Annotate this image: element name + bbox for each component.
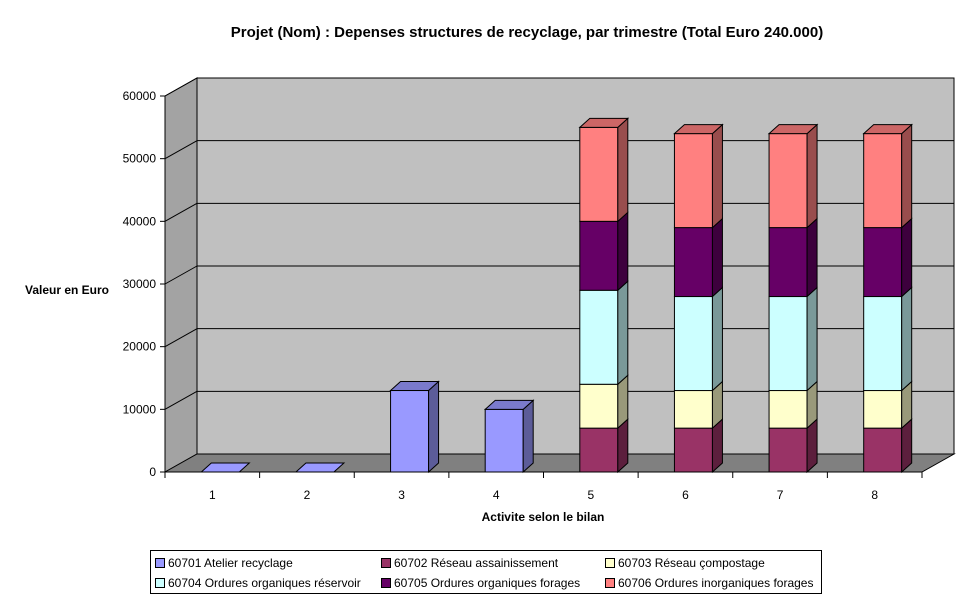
bar-segment (863, 296, 903, 392)
bar-segment (768, 390, 808, 429)
legend-label: 60703 Réseau çompostage (618, 556, 765, 570)
bar-top (483, 399, 535, 410)
bar-segment-side (806, 286, 818, 392)
bar-segment (579, 220, 619, 291)
bar-segment (863, 390, 903, 429)
y-tick-label: 50000 (123, 152, 157, 166)
x-tick-label: 1 (209, 488, 216, 502)
y-tick-label: 0 (149, 465, 156, 479)
y-tick-label: 60000 (123, 89, 157, 103)
legend-item: 60703 Réseau çompostage (605, 553, 815, 573)
y-axis-label: Valeur en Euro (25, 283, 109, 297)
legend-label: 60706 Ordures inorganiques forages (618, 576, 814, 590)
bar-segment (673, 133, 713, 229)
legend-item: 60704 Ordures organiques réservoir (155, 573, 381, 593)
x-tick-labels: 1 2 3 4 5 6 7 8 (209, 488, 878, 502)
legend-label: 60701 Atelier recyclage (168, 556, 293, 570)
bar-segment-side (522, 399, 534, 474)
bar-segment (673, 427, 713, 473)
floor (163, 453, 956, 473)
bar-segment-side (901, 217, 913, 298)
bar-segment-side (711, 286, 723, 392)
legend-swatch (155, 578, 165, 588)
bar-segment-side (711, 123, 723, 229)
bar-top (767, 124, 819, 135)
bar-segment (768, 133, 808, 229)
bar-segment-side (428, 380, 440, 474)
x-tick-label: 4 (493, 488, 500, 502)
x-tick-label: 2 (304, 488, 311, 502)
bar-segment-side (806, 123, 818, 229)
x-axis-label: Activite selon le bilan (482, 510, 605, 524)
bar-segment (863, 133, 903, 229)
gridline-side (164, 265, 198, 285)
x-tick-label: 8 (871, 488, 878, 502)
bar-top (578, 117, 630, 128)
gridline-side (164, 77, 198, 97)
bar-segment-side (901, 123, 913, 229)
bar-segment (390, 390, 430, 473)
legend-label: 60704 Ordures organiques réservoir (168, 576, 361, 590)
gridline-side (164, 390, 198, 410)
legend-item: 60701 Atelier recyclage (155, 553, 381, 573)
y-tick-label: 20000 (123, 340, 157, 354)
y-tick-label: 10000 (123, 402, 157, 416)
legend-swatch (605, 558, 615, 568)
bar-segment (484, 408, 524, 473)
bar-top (862, 124, 913, 135)
bar-top (389, 381, 440, 392)
legend-label: 60702 Réseau assainissement (394, 556, 559, 570)
legend-swatch (155, 558, 165, 568)
legend-swatch (381, 558, 391, 568)
bar-segment (768, 227, 808, 298)
legend-item: 60705 Ordures organiques forages (381, 573, 605, 593)
bar-segment-side (617, 280, 629, 386)
legend-item: 60702 Réseau assainissement (381, 553, 605, 573)
gridline-side (164, 140, 198, 160)
bar-segment (768, 296, 808, 392)
bar-segment (579, 427, 619, 473)
bar-segment-side (711, 217, 723, 298)
gridlines (164, 77, 954, 410)
y-tick-labels: 0 10000 20000 30000 40000 50000 60000 (123, 89, 157, 479)
chart-title: Projet (Nom) : Depenses structures de re… (231, 24, 823, 41)
bar-segment-side (901, 286, 913, 392)
legend-label: 60705 Ordures organiques forages (394, 576, 581, 590)
x-tick-label: 5 (587, 488, 594, 502)
bar-segment (579, 383, 619, 429)
bar-segment (673, 390, 713, 429)
bar-top (673, 124, 724, 135)
x-tick-label: 7 (777, 488, 784, 502)
legend-swatch (381, 578, 391, 588)
x-tick-label: 3 (398, 488, 405, 502)
bar-segment (863, 427, 903, 473)
bar-segment-side (617, 117, 629, 223)
bar-segment (579, 126, 619, 222)
bar-segment (673, 227, 713, 298)
bar-segment (863, 227, 903, 298)
gridline-side (164, 328, 198, 348)
bar-segment (768, 427, 808, 473)
legend-swatch (605, 578, 615, 588)
bar-segment-side (617, 211, 629, 292)
chart-walls (163, 77, 956, 473)
y-tick-label: 40000 (123, 214, 157, 228)
bar-segment (673, 296, 713, 392)
x-tick-label: 6 (682, 488, 689, 502)
bar-group (200, 117, 913, 474)
gridline-side (164, 202, 198, 222)
axes (160, 95, 923, 478)
y-tick-label: 30000 (123, 277, 157, 291)
bar-segment (579, 289, 619, 385)
legend: 60701 Atelier recyclage 60702 Réseau assa… (150, 550, 822, 594)
legend-item: 60706 Ordures inorganiques forages (605, 573, 815, 593)
bar-segment-side (806, 217, 818, 298)
